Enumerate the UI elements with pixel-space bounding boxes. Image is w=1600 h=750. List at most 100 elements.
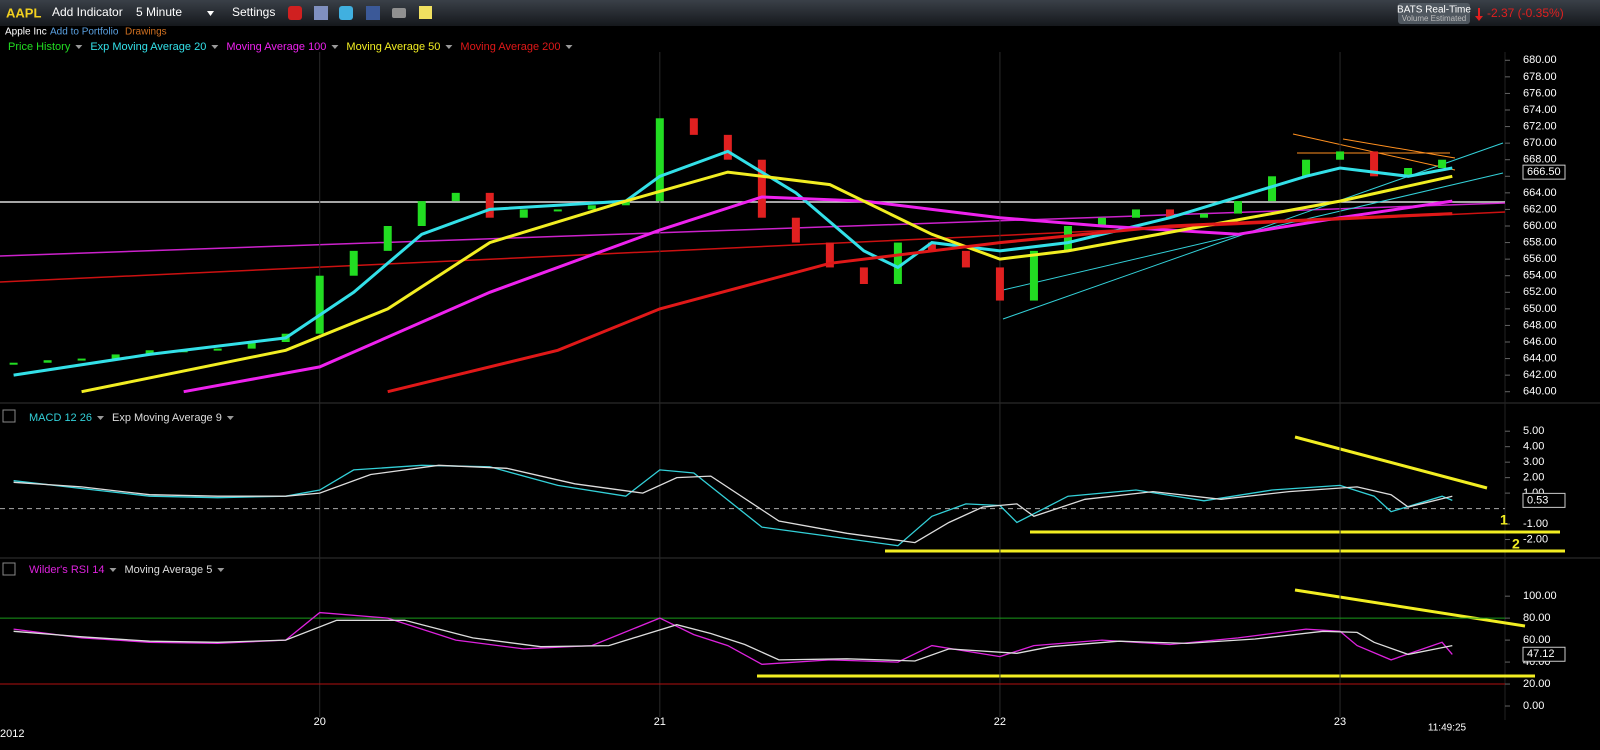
interval[interactable]: 5 Minute [136, 5, 182, 19]
y-tick-label: -2.00 [1523, 533, 1548, 545]
legend-entry[interactable]: Moving Average 50 [346, 41, 440, 53]
candle [1029, 250, 1038, 301]
legend-entry[interactable]: Exp Moving Average 20 [90, 41, 206, 53]
candle [315, 275, 324, 334]
candle [723, 134, 732, 160]
x-tick-label: 20 [314, 716, 326, 728]
legend-entry[interactable]: Moving Average 5 [124, 564, 212, 576]
y-tick-label: 80.00 [1523, 612, 1551, 624]
y-tick-label: 4.00 [1523, 441, 1544, 453]
candle [825, 242, 834, 268]
legend-entry[interactable]: Moving Average 200 [460, 41, 560, 53]
y-tick-label: 662.00 [1523, 203, 1557, 215]
close-box[interactable] [2, 562, 16, 576]
company: Apple Inc [5, 27, 47, 38]
y-tick-label: 672.00 [1523, 120, 1557, 132]
add-indicator[interactable]: Add Indicator [52, 5, 123, 19]
y-tick-label: 670.00 [1523, 137, 1557, 149]
symbol[interactable]: AAPL [6, 5, 41, 20]
candle [553, 209, 562, 212]
legend-entry[interactable]: Price History [8, 41, 71, 53]
y-tick-label: -1.00 [1523, 518, 1548, 530]
series-line [81, 170, 1453, 394]
add-portfolio[interactable]: Add to Portfolio [50, 27, 119, 38]
candle [77, 358, 86, 361]
candle [1438, 159, 1447, 168]
candle [655, 118, 664, 202]
legend-arrow[interactable] [331, 45, 339, 49]
year-label: 2012 [0, 728, 24, 740]
x-tick-label: 21 [654, 716, 666, 728]
down-arrow [1475, 8, 1483, 21]
candle [1234, 201, 1243, 214]
legend-entry[interactable]: MACD 12 26 [29, 412, 92, 424]
candle [417, 201, 426, 226]
close-box[interactable] [2, 409, 16, 423]
y-tick-label: 648.00 [1523, 319, 1557, 331]
alarm-icon[interactable] [288, 6, 302, 20]
legend-arrow[interactable] [75, 45, 83, 49]
settings[interactable]: Settings [232, 5, 275, 19]
candle [689, 118, 698, 135]
y-tick-label: 646.00 [1523, 336, 1557, 348]
legend-arrow[interactable] [109, 568, 117, 572]
y-tick-label: 642.00 [1523, 369, 1557, 381]
candle [587, 205, 596, 210]
candle [213, 348, 222, 351]
facebook-icon[interactable] [366, 6, 380, 20]
legend-arrow[interactable] [217, 568, 225, 572]
candle [519, 209, 528, 218]
candle [1302, 159, 1311, 177]
candle [1200, 213, 1208, 218]
last-value-label: 666.50 [1527, 166, 1561, 178]
candle [1165, 209, 1174, 218]
y-tick-label: 2.00 [1523, 472, 1544, 484]
y-tick-label: 654.00 [1523, 270, 1557, 282]
y-tick-label: 664.00 [1523, 187, 1557, 199]
candle [1336, 151, 1345, 160]
annotation-line[interactable] [1294, 435, 1488, 490]
series-line [13, 611, 1453, 665]
drawings[interactable]: Drawings [125, 27, 167, 38]
candle [1268, 176, 1277, 202]
last-value-label: 47.12 [1527, 648, 1555, 660]
candle [995, 267, 1004, 301]
series-line [13, 464, 1453, 547]
candle [9, 362, 18, 365]
series-line [387, 212, 1453, 394]
candle [893, 242, 902, 284]
y-tick-label: 674.00 [1523, 104, 1557, 116]
y-tick-label: 644.00 [1523, 352, 1557, 364]
legend-entry[interactable]: Moving Average 100 [226, 41, 326, 53]
page-icon[interactable] [314, 6, 328, 20]
feed: BATS Real-Time [1397, 5, 1471, 16]
x-tick-label: 22 [994, 716, 1006, 728]
last-value-label: 0.53 [1527, 494, 1548, 506]
note-icon[interactable] [419, 6, 432, 19]
twitter-icon[interactable] [339, 6, 353, 20]
candle [1404, 168, 1413, 177]
legend-entry[interactable]: Wilder's RSI 14 [29, 564, 104, 576]
legend-entry[interactable]: Exp Moving Average 9 [112, 412, 222, 424]
y-tick-label: 5.00 [1523, 425, 1544, 437]
dropdown-arrow[interactable] [207, 11, 214, 16]
legend-arrow[interactable] [565, 45, 573, 49]
legend-arrow[interactable] [211, 45, 219, 49]
legend-arrow[interactable] [445, 45, 453, 49]
y-tick-label: 640.00 [1523, 386, 1557, 398]
legend-arrow[interactable] [96, 416, 104, 420]
candle [383, 226, 392, 251]
y-tick-label: 3.00 [1523, 456, 1544, 468]
fan-line[interactable] [1342, 138, 1456, 159]
candle [1097, 217, 1106, 226]
y-tick-label: 100.00 [1523, 590, 1557, 602]
trend-line[interactable] [0, 202, 1506, 257]
legend-arrow[interactable] [226, 416, 234, 420]
camera-icon[interactable] [392, 8, 406, 18]
annotation-line[interactable] [1294, 588, 1526, 628]
candle [451, 192, 460, 202]
feed-note: Volume Estimated [1402, 14, 1466, 23]
last-value-box [1522, 492, 1566, 508]
candle [757, 159, 766, 218]
